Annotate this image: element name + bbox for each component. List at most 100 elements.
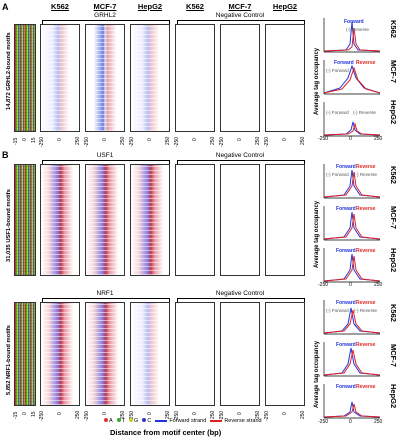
legend-base-c: C bbox=[142, 418, 151, 424]
side-label-c-k562: K562 bbox=[389, 304, 398, 322]
heatmap-nrf1-mcf7 bbox=[85, 302, 125, 406]
profile-c-hepg2-rev: Reverse bbox=[356, 384, 376, 390]
seq-tick-a-right: 15 bbox=[31, 137, 37, 143]
legend-reverse: Reverse strand bbox=[210, 418, 262, 424]
profile-c-k562-fwd: Forward bbox=[336, 300, 356, 306]
group-bracket-grhl2 bbox=[42, 20, 170, 24]
group-title-negative-b: Negative Control bbox=[215, 152, 265, 159]
heat-tick-a1-right: 250 bbox=[75, 136, 81, 145]
side-label-a-k562: K562 bbox=[389, 20, 398, 38]
row-label-usf1: 31,035 USF1-bound motifs bbox=[6, 189, 12, 262]
profile-a-mcf7-fwd-paren: (-) Forward bbox=[326, 68, 349, 73]
heatmap-nrf1-k562 bbox=[40, 302, 80, 406]
row-label-nrf1: 5,852 NRF1-bound motifs bbox=[6, 325, 12, 395]
col-header-hepg2-neg: HepG2 bbox=[272, 2, 298, 11]
profile-b-k562-rev-paren: (-) Reverse bbox=[354, 172, 377, 177]
heat-tick-a6-mid: 0 bbox=[282, 138, 288, 141]
heat-tick-a6-left: -250 bbox=[264, 136, 270, 147]
heat-tick-a2-right: 250 bbox=[120, 136, 126, 145]
side-label-c-mcf7: MCF-7 bbox=[389, 344, 398, 367]
group-title-grhl2: GRHL2 bbox=[94, 12, 116, 19]
row-label-grhl2: 14,872 GRHL2-bound motifs bbox=[6, 32, 12, 110]
profile-b-xtick-right: 250 bbox=[374, 282, 383, 288]
legend-bar-forward bbox=[155, 419, 168, 422]
seq-tick-c-left: -15 bbox=[13, 411, 19, 419]
profile-b-k562-rev: Reverse bbox=[356, 164, 376, 170]
heatmap-grhl2-mcf7 bbox=[85, 24, 125, 132]
panel-letter-a: A bbox=[2, 2, 9, 12]
col-header-k562: K562 bbox=[51, 2, 69, 11]
side-label-b-mcf7: MCF-7 bbox=[389, 206, 398, 229]
heatmap-usf1-hepg2 bbox=[130, 164, 170, 276]
group-title-negative-a: Negative Control bbox=[215, 12, 265, 19]
group-bracket-negative-c bbox=[177, 298, 305, 302]
profile-b-hepg2-rev: Reverse bbox=[356, 248, 376, 254]
profile-a-k562-fwd: Forward bbox=[344, 19, 364, 25]
heat-tick-a5-mid: 0 bbox=[237, 138, 243, 141]
profile-a-xtick-mid: 0 bbox=[349, 136, 352, 142]
profile-ylabel-c: Average tag occupancy bbox=[314, 340, 320, 408]
profile-c-k562-rev: Reverse bbox=[356, 300, 376, 306]
profile-b-mcf7-fwd: Forward bbox=[336, 206, 356, 212]
heat-tick-a6-right: 250 bbox=[300, 136, 306, 145]
heatmap-neg-c-k562 bbox=[175, 302, 215, 406]
profile-ylabel-b: Average tag occupancy bbox=[314, 200, 320, 268]
group-bracket-negative-b bbox=[177, 160, 305, 164]
heat-tick-a1-mid: 0 bbox=[57, 138, 63, 141]
heat-tick-a2-left: -250 bbox=[84, 136, 90, 147]
heatmap-neg-b-hepg2 bbox=[265, 164, 305, 276]
heat-tick-c4-mid: 0 bbox=[192, 412, 198, 415]
profile-a-mcf7-fwd: Forward bbox=[334, 60, 354, 66]
profile-b-hepg2-fwd: Forward bbox=[336, 248, 356, 254]
profile-b-xtick-mid: 0 bbox=[349, 282, 352, 288]
heat-tick-a4-right: 250 bbox=[210, 136, 216, 145]
profile-plots-a bbox=[323, 18, 381, 137]
legend-label-g: G bbox=[134, 418, 139, 424]
heat-tick-c2-left: -250 bbox=[84, 410, 90, 421]
col-header-mcf7: MCF-7 bbox=[93, 2, 117, 11]
profile-b-mcf7-rev: Reverse bbox=[356, 206, 376, 212]
profile-a-xtick-left: -250 bbox=[318, 136, 329, 142]
heat-tick-c1-mid: 0 bbox=[57, 412, 63, 415]
group-title-nrf1: NRF1 bbox=[96, 290, 114, 297]
heat-tick-a4-mid: 0 bbox=[192, 138, 198, 141]
col-header-k562-neg: K562 bbox=[186, 2, 204, 11]
profile-plots-c bbox=[323, 300, 381, 419]
profile-a-hepg2-rev-paren: (-) Reverse bbox=[353, 110, 376, 115]
legend-forward: Forward strand bbox=[155, 418, 206, 424]
legend-label-reverse: Reverse strand bbox=[224, 418, 262, 424]
heatmap-neg-a-k562 bbox=[175, 24, 215, 132]
legend-dot-c bbox=[142, 418, 147, 422]
profile-a-k562-rev-paren: (-) Reverse bbox=[346, 27, 369, 32]
heat-tick-a3-right: 250 bbox=[165, 136, 171, 145]
x-axis-title: Distance from motif center (bp) bbox=[110, 428, 222, 437]
heat-tick-c6-right: 250 bbox=[300, 410, 306, 419]
group-title-usf1: USF1 bbox=[96, 152, 114, 159]
side-label-a-mcf7: MCF-7 bbox=[389, 60, 398, 83]
side-label-a-hepg2: HepG2 bbox=[389, 100, 398, 125]
heat-tick-a1-left: -250 bbox=[39, 136, 45, 147]
group-title-negative-c: Negative Control bbox=[215, 290, 265, 297]
heatmap-neg-a-hepg2 bbox=[265, 24, 305, 132]
side-label-b-hepg2: HepG2 bbox=[389, 248, 398, 273]
heatmap-nrf1-hepg2 bbox=[130, 302, 170, 406]
heatmap-usf1-k562 bbox=[40, 164, 80, 276]
profile-c-mcf7-fwd: Forward bbox=[336, 342, 356, 348]
col-header-hepg2: HepG2 bbox=[137, 2, 163, 11]
heat-tick-a4-left: -250 bbox=[174, 136, 180, 147]
legend-dot-t bbox=[116, 418, 121, 422]
group-bracket-nrf1 bbox=[42, 298, 170, 302]
heatmap-neg-c-mcf7 bbox=[220, 302, 260, 406]
profile-b-k562-fwd-paren: (-) Forward bbox=[326, 172, 349, 177]
group-bracket-usf1 bbox=[42, 160, 170, 164]
seq-tick-c-right: 15 bbox=[31, 411, 37, 417]
heatmap-neg-b-k562 bbox=[175, 164, 215, 276]
heat-tick-a3-mid: 0 bbox=[147, 138, 153, 141]
legend-label-c: C bbox=[147, 418, 152, 424]
legend-label-t: T bbox=[121, 418, 126, 424]
legend-dot-a bbox=[104, 418, 108, 422]
profile-c-xtick-left: -250 bbox=[318, 419, 329, 425]
profile-ylabel-a: Average tag occupancy bbox=[314, 47, 320, 115]
legend-bar-reverse bbox=[210, 419, 223, 422]
col-header-mcf7-neg: MCF-7 bbox=[228, 2, 252, 11]
